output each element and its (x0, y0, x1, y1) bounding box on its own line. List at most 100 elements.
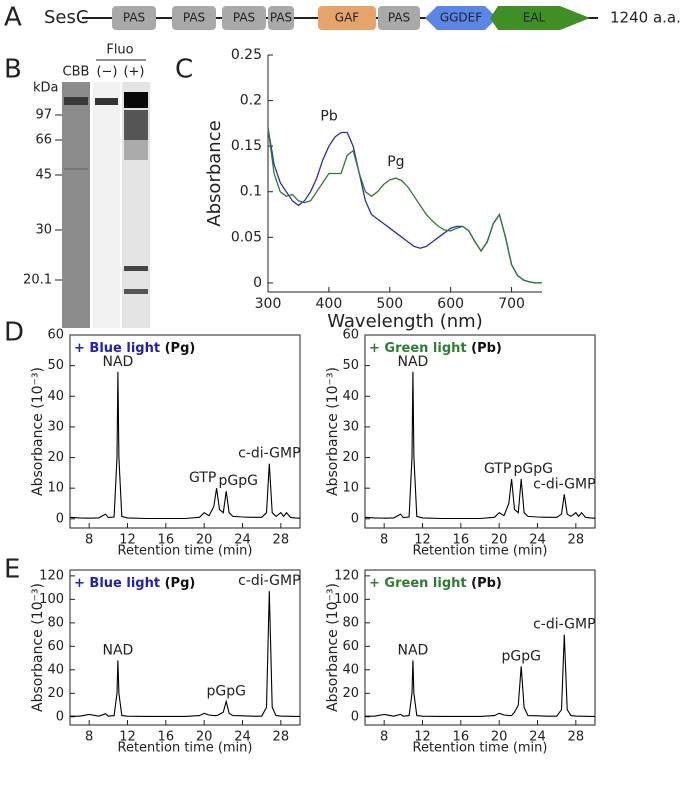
x-tick-label: 20 (491, 533, 508, 548)
x-tick-label: 24 (529, 730, 546, 745)
domain-label: PAS (233, 11, 255, 25)
y-tick-label: 40 (47, 389, 64, 404)
y-tick-label: 0 (351, 709, 359, 724)
domain-label: GGDEF (440, 11, 482, 25)
y-tick-label: 0.1 (240, 184, 262, 200)
x-tick-label: 12 (119, 533, 136, 548)
panel-label: B (4, 55, 22, 85)
x-tick-label: 16 (158, 533, 175, 548)
x-tick-label: 8 (380, 730, 388, 745)
y-tick-label: 0.2 (240, 93, 262, 109)
fluo-label: Fluo (106, 43, 133, 58)
peak-label: c-di-GMP (533, 476, 595, 492)
x-tick-label: 12 (119, 730, 136, 745)
peak-label: NAD (397, 354, 428, 370)
panel-label: C (175, 55, 193, 85)
x-tick-label: 8 (380, 533, 388, 548)
y-tick-label: 20 (47, 686, 64, 701)
y-tick-label: 0 (351, 511, 359, 526)
chart: 0 10 20 30 40 50 60 8 12 16 20 24 28 Retention time (… (30, 328, 301, 559)
x-tick-label: 24 (234, 533, 251, 548)
y-tick-label: 0 (56, 511, 64, 526)
x-tick-label: 28 (568, 730, 585, 745)
plot-frame (69, 334, 301, 529)
x-tick-label: 16 (158, 730, 175, 745)
y-tick-label: 40 (47, 662, 64, 677)
lane-label: CBB (63, 65, 90, 80)
domain (268, 6, 294, 30)
marker-label: 66 (35, 133, 52, 148)
x-tick-label: 300 (255, 296, 282, 312)
title-state: (Pb) (471, 341, 502, 356)
y-tick-label: 40 (342, 662, 359, 677)
x-tick-label: 8 (85, 533, 93, 548)
y-axis-label: Absorbance (10⁻³) (30, 583, 46, 712)
y-tick-label: 10 (47, 481, 64, 496)
peak-label: pGpG (206, 684, 245, 700)
y-tick-label: 0 (56, 709, 64, 724)
gel-unit: kDa (33, 81, 59, 96)
x-tick-label: 20 (196, 730, 213, 745)
peak-label: pGpG (501, 648, 540, 664)
domain-label: PAS (388, 11, 410, 25)
chromatogram-line (365, 634, 595, 717)
y-tick-label: 50 (342, 358, 359, 373)
domain (378, 6, 420, 30)
y-tick-label: 80 (47, 615, 64, 630)
protein-length: 1240 a.a. (610, 9, 680, 27)
spectrum-line (267, 127, 542, 284)
plot-frame (364, 334, 596, 529)
y-tick-label: 120 (39, 568, 64, 583)
title-state: (Pg) (165, 341, 196, 356)
domain (318, 6, 376, 30)
domain (490, 6, 590, 30)
y-axis-label: Absorbance (10⁻³) (325, 367, 341, 496)
y-tick-label: 0.15 (231, 138, 262, 154)
x-tick-label: 12 (414, 533, 431, 548)
x-axis-label: Retention time (min) (413, 544, 548, 559)
x-axis-label: Retention time (min) (118, 741, 253, 756)
x-tick-label: 20 (491, 730, 508, 745)
panel-label: A (4, 3, 22, 33)
marker-label: 45 (35, 168, 52, 183)
y-tick-label: 40 (342, 389, 359, 404)
peak-label: GTP (484, 461, 511, 477)
x-tick-label: 400 (316, 296, 343, 312)
y-tick-label: 100 (334, 592, 359, 607)
x-axis-label: Retention time (min) (118, 544, 253, 559)
x-tick-label: 28 (273, 730, 290, 745)
chart: 0 20 40 60 80 100 120 8 12 16 20 24 28 Retention time… (325, 568, 596, 755)
domain (112, 6, 156, 30)
plot-frame (69, 569, 301, 726)
marker-label: 30 (35, 223, 52, 238)
x-tick-label: 28 (568, 533, 585, 548)
x-axis-label: Wavelength (nm) (327, 311, 483, 332)
y-tick-label: 20 (342, 450, 359, 465)
domain (172, 6, 216, 30)
curve-label: Pg (387, 154, 404, 170)
marker-label: 97 (35, 108, 52, 123)
peak-label: NAD (102, 354, 133, 370)
y-tick-label: 60 (342, 328, 359, 343)
plot-frame (364, 569, 596, 726)
domain (425, 6, 497, 30)
x-tick-label: 20 (196, 533, 213, 548)
peak-label: pGpG (513, 461, 552, 477)
peak-label: pGpG (218, 473, 257, 489)
domain-label: PAS (123, 11, 145, 25)
y-tick-label: 30 (342, 419, 359, 434)
peak-label: c-di-GMP (238, 446, 300, 462)
panel-label: E (4, 555, 20, 585)
peak-label: NAD (397, 642, 428, 658)
y-tick-label: 0.25 (231, 47, 262, 63)
domain-label: PAS (270, 11, 292, 25)
panel-label: D (4, 318, 24, 348)
x-tick-label: 24 (529, 533, 546, 548)
peak-label: GTP (189, 470, 216, 486)
chart-title: + Blue light (Pg) (74, 341, 195, 356)
y-axis-label: Absorbance (204, 120, 225, 226)
y-tick-label: 20 (342, 686, 359, 701)
x-tick-label: 16 (453, 730, 470, 745)
peak-label: c-di-GMP (533, 617, 595, 633)
